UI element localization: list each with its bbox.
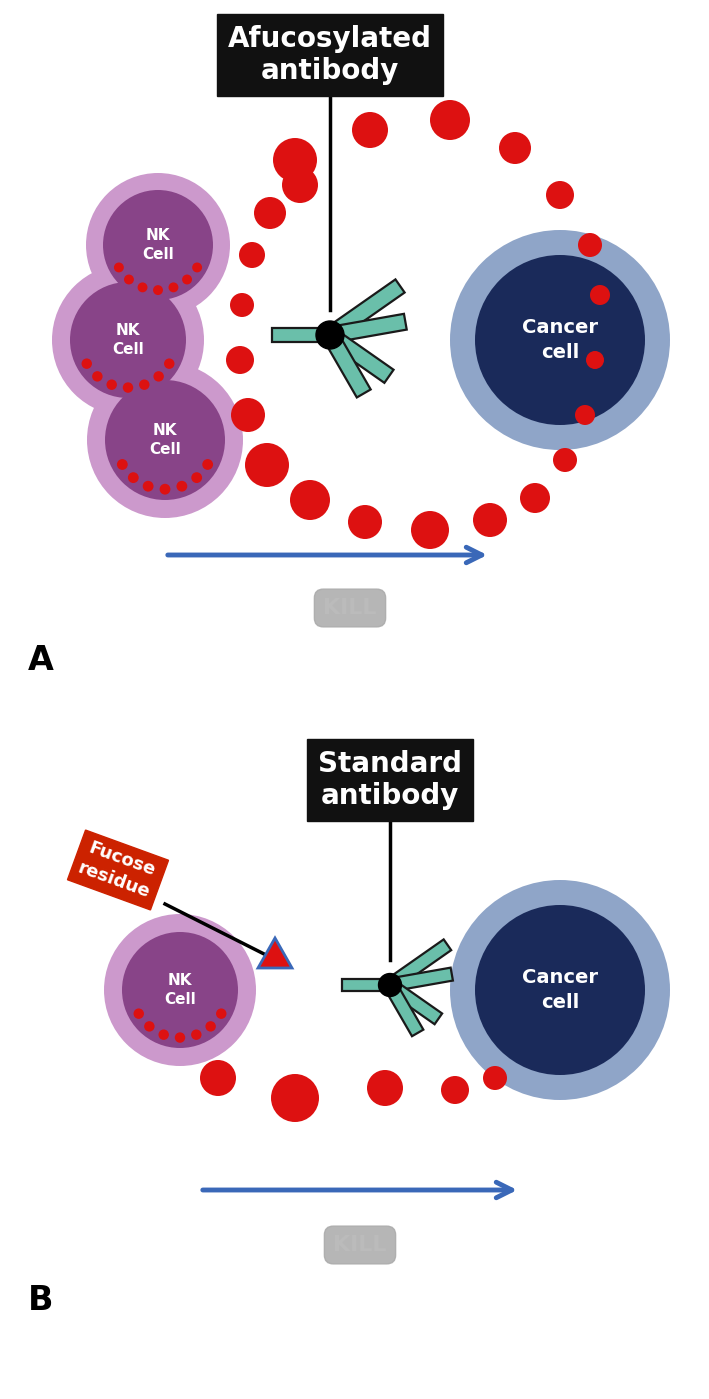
- Circle shape: [153, 371, 164, 382]
- Circle shape: [164, 358, 174, 369]
- Circle shape: [105, 381, 225, 499]
- Circle shape: [254, 197, 286, 229]
- Polygon shape: [272, 327, 330, 343]
- Circle shape: [553, 448, 577, 471]
- Text: Cancer
cell: Cancer cell: [522, 968, 598, 1011]
- Circle shape: [282, 166, 318, 203]
- Circle shape: [206, 1021, 216, 1031]
- Polygon shape: [325, 280, 405, 341]
- Circle shape: [578, 234, 602, 257]
- Circle shape: [348, 505, 382, 539]
- Circle shape: [475, 255, 645, 425]
- Circle shape: [352, 112, 388, 148]
- Circle shape: [430, 99, 470, 140]
- Polygon shape: [389, 968, 453, 992]
- Polygon shape: [258, 937, 292, 968]
- Circle shape: [182, 274, 192, 284]
- Circle shape: [191, 1030, 201, 1039]
- Circle shape: [450, 229, 670, 450]
- Circle shape: [175, 1032, 185, 1042]
- Circle shape: [316, 320, 344, 348]
- Circle shape: [231, 397, 265, 432]
- Circle shape: [160, 484, 170, 495]
- Circle shape: [177, 481, 187, 491]
- Circle shape: [230, 292, 254, 318]
- Circle shape: [520, 483, 550, 513]
- Circle shape: [475, 905, 645, 1074]
- Circle shape: [191, 473, 202, 483]
- Polygon shape: [323, 332, 371, 397]
- Circle shape: [200, 1060, 236, 1095]
- Circle shape: [106, 379, 117, 390]
- Circle shape: [128, 473, 139, 483]
- Circle shape: [441, 1076, 469, 1104]
- Circle shape: [103, 190, 213, 299]
- Text: Standard
antibody: Standard antibody: [318, 750, 462, 810]
- Polygon shape: [386, 939, 451, 990]
- Circle shape: [114, 263, 124, 273]
- Circle shape: [70, 283, 186, 397]
- Text: Afucosylated
antibody: Afucosylated antibody: [228, 25, 432, 85]
- Circle shape: [144, 1021, 155, 1031]
- Circle shape: [379, 974, 401, 996]
- Circle shape: [226, 346, 254, 374]
- Circle shape: [271, 1074, 319, 1122]
- Text: KILL: KILL: [323, 597, 376, 618]
- Circle shape: [575, 404, 595, 425]
- Circle shape: [52, 264, 204, 416]
- Polygon shape: [325, 329, 393, 383]
- Circle shape: [192, 263, 202, 273]
- Circle shape: [123, 382, 133, 393]
- Circle shape: [239, 242, 265, 269]
- Circle shape: [133, 1009, 144, 1018]
- Circle shape: [367, 1070, 403, 1107]
- Text: Cancer
cell: Cancer cell: [522, 318, 598, 362]
- Circle shape: [245, 443, 289, 487]
- Text: Fucose
residue: Fucose residue: [76, 838, 160, 902]
- Circle shape: [122, 932, 238, 1048]
- Text: NK
Cell: NK Cell: [142, 228, 174, 262]
- Circle shape: [159, 1030, 169, 1039]
- Circle shape: [138, 283, 147, 292]
- Polygon shape: [384, 982, 423, 1037]
- Circle shape: [143, 481, 154, 491]
- Circle shape: [473, 504, 507, 537]
- Circle shape: [124, 274, 134, 284]
- Text: KILL: KILL: [333, 1235, 386, 1255]
- Text: A: A: [28, 644, 54, 677]
- Circle shape: [586, 351, 604, 369]
- Circle shape: [202, 459, 213, 470]
- Circle shape: [117, 459, 128, 470]
- Circle shape: [92, 371, 103, 382]
- Text: B: B: [28, 1284, 53, 1316]
- Circle shape: [86, 173, 230, 318]
- Circle shape: [104, 914, 256, 1066]
- Text: NK
Cell: NK Cell: [149, 424, 181, 457]
- Circle shape: [87, 362, 243, 518]
- Circle shape: [139, 379, 150, 390]
- Circle shape: [450, 880, 670, 1100]
- Circle shape: [411, 511, 449, 548]
- Circle shape: [499, 132, 531, 164]
- Text: NK
Cell: NK Cell: [164, 974, 196, 1007]
- Circle shape: [82, 358, 92, 369]
- Text: NK
Cell: NK Cell: [112, 323, 144, 357]
- Circle shape: [273, 139, 317, 182]
- Circle shape: [216, 1009, 226, 1018]
- Polygon shape: [328, 313, 407, 343]
- Circle shape: [546, 180, 574, 208]
- Circle shape: [590, 285, 610, 305]
- Circle shape: [483, 1066, 507, 1090]
- Polygon shape: [342, 979, 390, 990]
- Circle shape: [169, 283, 179, 292]
- Polygon shape: [386, 979, 442, 1024]
- Circle shape: [290, 480, 330, 520]
- Circle shape: [153, 285, 163, 295]
